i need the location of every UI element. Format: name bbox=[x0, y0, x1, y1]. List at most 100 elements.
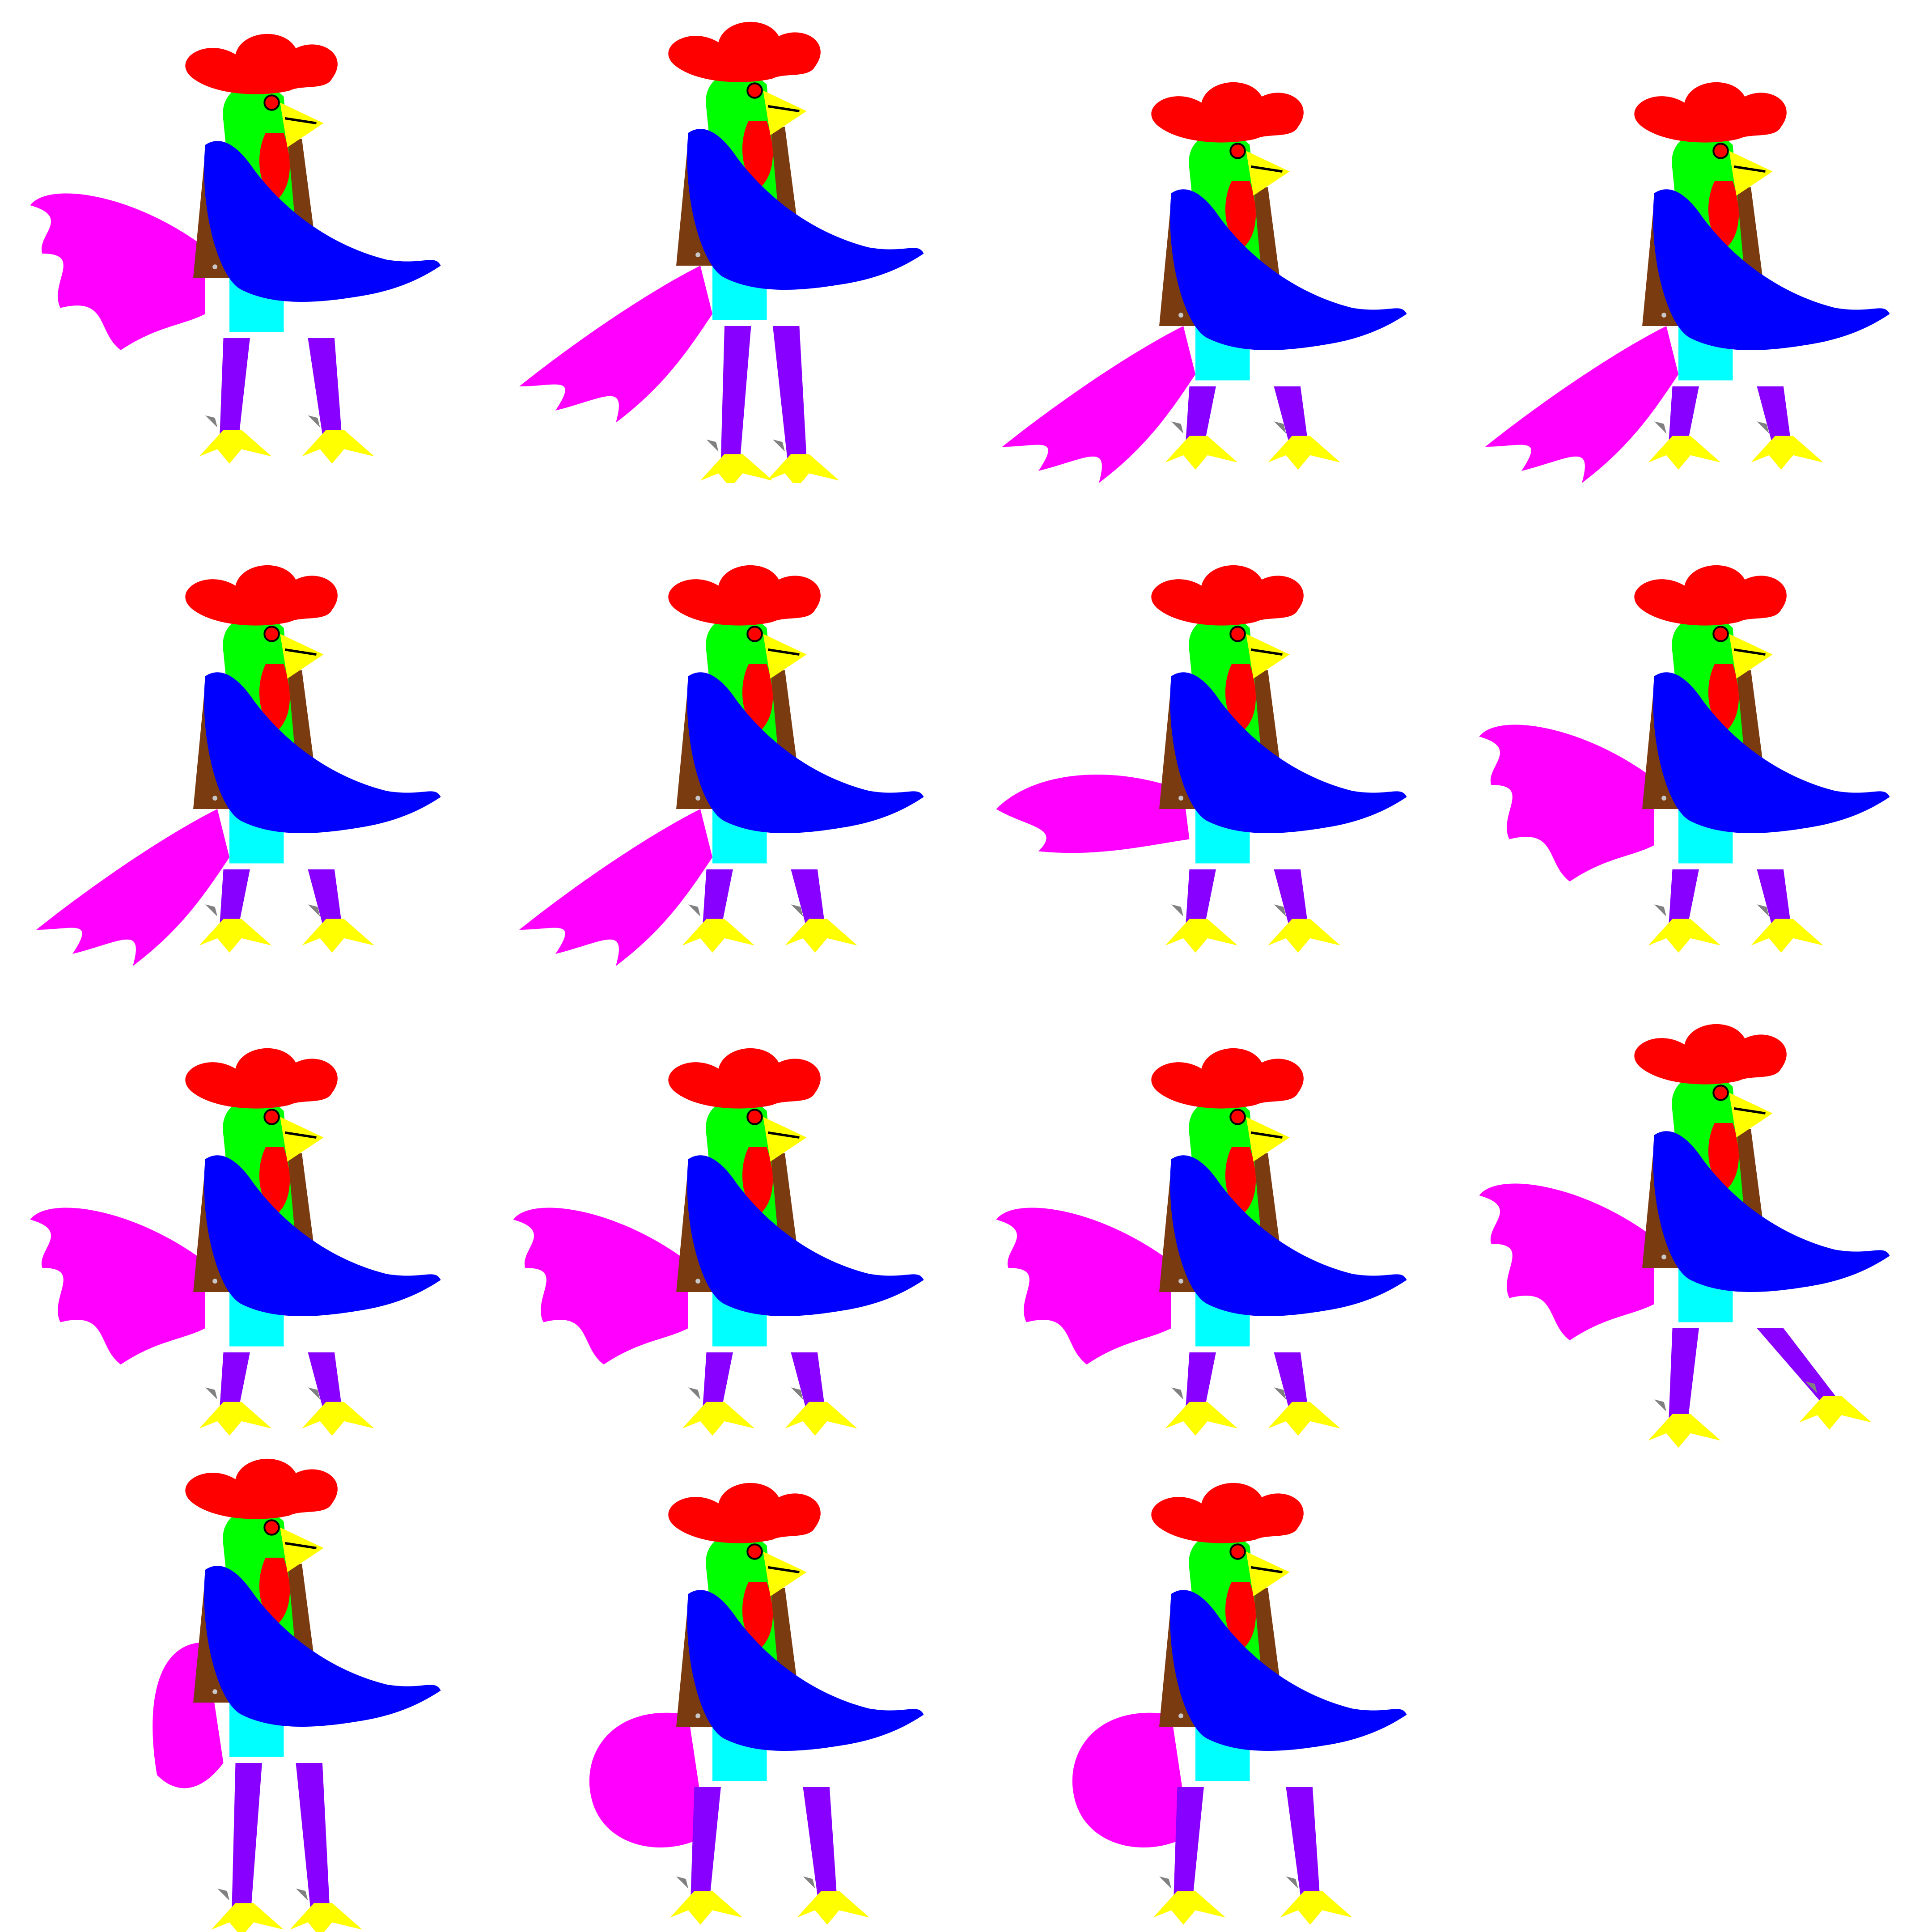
rooster-figure bbox=[1072, 1483, 1407, 1925]
eye bbox=[746, 82, 763, 99]
blue-wing bbox=[1653, 189, 1890, 350]
tail-feathers bbox=[1002, 326, 1195, 483]
eye bbox=[1712, 1085, 1729, 1101]
beak-line bbox=[1250, 165, 1283, 173]
upper-body bbox=[185, 34, 441, 332]
upper-body bbox=[1634, 82, 1890, 381]
blue-wing bbox=[204, 1155, 441, 1316]
tail-feathers bbox=[30, 193, 205, 350]
sprite-frame-12 bbox=[1449, 966, 1932, 1449]
tail-feathers bbox=[30, 1208, 205, 1364]
comb bbox=[185, 34, 338, 94]
rooster-figure bbox=[513, 1048, 924, 1436]
beak bbox=[1246, 1117, 1290, 1162]
beak bbox=[280, 634, 324, 679]
beak-line bbox=[767, 105, 800, 113]
beak-line bbox=[284, 117, 317, 125]
sprite-frame-1 bbox=[0, 0, 483, 483]
blue-wing bbox=[1170, 1590, 1407, 1751]
blue-wing bbox=[1170, 672, 1407, 833]
beak-line bbox=[1250, 1566, 1283, 1574]
rooster-figure bbox=[153, 1458, 441, 1932]
tail-feathers bbox=[996, 775, 1190, 853]
beak bbox=[1729, 634, 1773, 679]
tail-feathers bbox=[996, 1208, 1171, 1364]
legs bbox=[199, 869, 374, 953]
beak-line bbox=[1733, 648, 1766, 656]
eye bbox=[746, 626, 763, 642]
eye bbox=[1229, 626, 1246, 642]
blue-wing bbox=[204, 672, 441, 833]
wattle bbox=[1708, 664, 1739, 731]
eye bbox=[263, 94, 280, 111]
sprite-frame-14 bbox=[483, 1449, 966, 1932]
beak bbox=[763, 634, 807, 679]
beak-line bbox=[284, 648, 317, 656]
rooster-sprite bbox=[1479, 565, 1890, 953]
eye bbox=[1712, 626, 1729, 642]
rooster-sprite bbox=[1072, 1483, 1407, 1925]
rooster-figure bbox=[1479, 1024, 1890, 1448]
beak-line bbox=[1250, 1131, 1283, 1139]
upper-body bbox=[668, 21, 924, 320]
wattle bbox=[1225, 664, 1256, 731]
wattle bbox=[259, 664, 290, 731]
blue-wing bbox=[687, 1590, 924, 1751]
eye bbox=[1229, 1543, 1246, 1560]
beak bbox=[1246, 634, 1290, 679]
wattle bbox=[259, 133, 290, 199]
rooster-figure bbox=[519, 565, 924, 966]
wattle bbox=[742, 121, 773, 187]
tail-feathers bbox=[1479, 1183, 1654, 1340]
rooster-figure bbox=[30, 1048, 441, 1436]
rooster-sprite bbox=[36, 565, 441, 966]
sprite-frame-15 bbox=[966, 1449, 1449, 1932]
wattle bbox=[1708, 181, 1739, 248]
eye bbox=[263, 626, 280, 642]
wattle bbox=[1225, 181, 1256, 248]
eye bbox=[263, 1519, 280, 1536]
blue-wing bbox=[1653, 672, 1890, 833]
legs bbox=[682, 869, 857, 953]
beak-line bbox=[767, 648, 800, 656]
upper-body bbox=[1151, 1048, 1407, 1347]
comb bbox=[668, 565, 821, 626]
legs bbox=[1165, 1352, 1340, 1436]
wattle bbox=[259, 1147, 290, 1214]
eye bbox=[746, 1109, 763, 1125]
eye bbox=[1229, 1109, 1246, 1125]
legs bbox=[1165, 869, 1340, 953]
rooster-sprite bbox=[589, 1483, 924, 1925]
sprite-frame-13 bbox=[0, 1449, 483, 1932]
wattle bbox=[742, 664, 773, 731]
beak bbox=[280, 1117, 324, 1162]
blue-wing bbox=[687, 672, 924, 833]
legs bbox=[199, 1352, 374, 1436]
beak-line bbox=[284, 1542, 317, 1550]
legs bbox=[211, 1763, 362, 1932]
legs bbox=[1153, 1787, 1352, 1925]
upper-body bbox=[1151, 82, 1407, 381]
comb bbox=[668, 21, 821, 82]
blue-wing bbox=[1170, 189, 1407, 350]
beak bbox=[280, 102, 324, 148]
wattle bbox=[1708, 1123, 1739, 1190]
upper-body bbox=[185, 565, 441, 864]
legs bbox=[1165, 386, 1340, 470]
beak bbox=[763, 1551, 807, 1597]
blue-wing bbox=[1653, 1131, 1890, 1292]
upper-body bbox=[185, 1458, 441, 1757]
legs bbox=[682, 1352, 857, 1436]
comb bbox=[185, 565, 338, 626]
comb bbox=[1151, 1483, 1304, 1543]
wattle bbox=[1225, 1147, 1256, 1214]
rooster-sprite bbox=[519, 21, 924, 483]
beak-line bbox=[1733, 165, 1766, 173]
sprite-frame-2 bbox=[483, 0, 966, 483]
rooster-figure bbox=[1479, 565, 1890, 953]
rooster-sprite bbox=[30, 1048, 441, 1436]
legs bbox=[700, 326, 839, 483]
beak-line bbox=[1733, 1107, 1766, 1115]
upper-body bbox=[1634, 1024, 1890, 1322]
